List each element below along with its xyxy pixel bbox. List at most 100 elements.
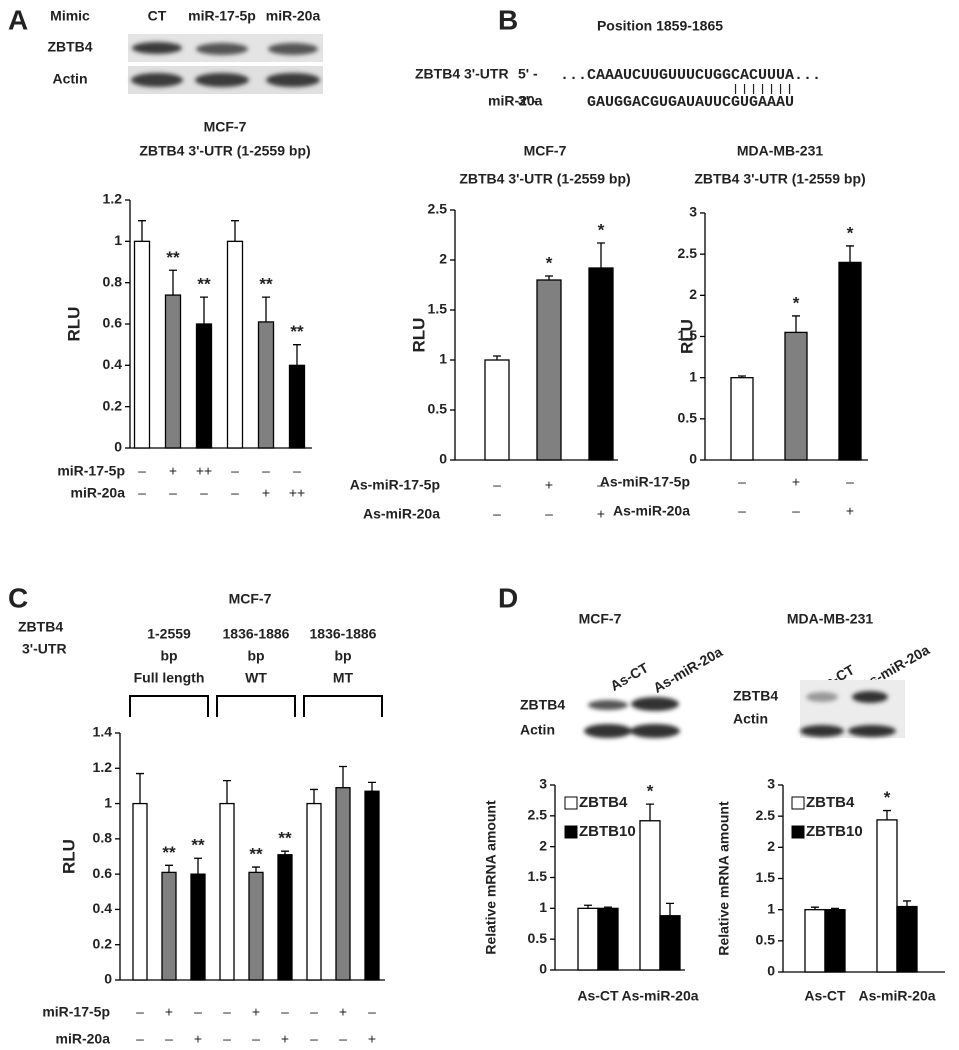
error-bar (493, 355, 501, 360)
bar (784, 331, 808, 461)
condition-mark: – (138, 485, 146, 501)
bar (838, 261, 862, 461)
condition-label: As-miR-17-5p (600, 474, 690, 490)
y-tick-label: 2 (767, 838, 775, 854)
lane-label: As-miR-20a (650, 643, 725, 695)
y-tick-label: 2.5 (756, 807, 776, 823)
bar (588, 267, 614, 461)
condition-label: As-miR-17-5p (350, 477, 440, 493)
condition-mark: – (293, 463, 301, 479)
chart-title: ZBTB4 3'-UTR (1-2559 bp) (459, 171, 630, 187)
y-tick-label: 2.5 (528, 807, 548, 823)
condition-label: miR-17-5p (57, 463, 125, 479)
bar (306, 802, 322, 981)
y-tick-label: 1.5 (756, 869, 776, 885)
significance: * (847, 223, 854, 242)
group-label: Full length (134, 670, 205, 686)
y-tick-label: 0.2 (103, 397, 123, 413)
bar (639, 820, 661, 971)
y-tick-label: 0.6 (93, 865, 113, 881)
x-tick-label: As-CT (804, 988, 846, 1004)
error-bar (310, 788, 318, 804)
error-bar (883, 809, 891, 820)
lane-label: CT (148, 8, 167, 24)
group-label: bp (160, 648, 177, 664)
error-bar (281, 850, 289, 855)
y-tick-label: 0 (767, 963, 775, 979)
bar (133, 240, 151, 449)
y-tick-label: 0.5 (528, 930, 548, 946)
y-tick-label: 3 (689, 204, 697, 220)
condition-mark: – (738, 474, 746, 490)
condition-mark: – (792, 503, 800, 519)
error-bar (792, 315, 800, 333)
y-axis-label: RLU (409, 318, 428, 353)
bar (659, 915, 681, 971)
group-bracket (216, 695, 296, 717)
bar (257, 321, 275, 449)
y-tick-label: 3 (767, 776, 775, 792)
condition-mark: – (310, 1031, 318, 1047)
bar (195, 323, 213, 449)
error-bar (604, 906, 612, 909)
y-tick-label: 0.6 (103, 315, 123, 331)
bar (219, 802, 235, 981)
condition-mark: – (738, 503, 746, 519)
y-axis-label: RLU (64, 307, 83, 342)
condition-mark: – (136, 1031, 144, 1047)
lane-label: miR-17-5p (188, 8, 256, 24)
legend-label: ZBTB4 (806, 794, 855, 811)
y-tick-label: 1.5 (678, 327, 698, 343)
error-bar (169, 269, 177, 296)
significance: ** (166, 248, 180, 267)
bar (335, 787, 351, 981)
row-label: ZBTB4 (520, 697, 565, 713)
condition-label: miR-20a (56, 1031, 111, 1047)
legend-label: ZBTB4 (579, 794, 628, 811)
base-pairs (734, 84, 791, 94)
legend-swatch (564, 796, 578, 810)
error-bar (368, 781, 376, 792)
error-bar (597, 242, 605, 268)
condition-mark: – (262, 463, 270, 479)
panel-label: D (498, 582, 518, 613)
error-bar (252, 866, 260, 873)
blot-image (800, 680, 905, 738)
bar (597, 907, 619, 971)
significance: ** (259, 275, 273, 294)
condition-label: As-miR-20a (363, 506, 440, 522)
y-tick-label: 1.4 (93, 724, 113, 740)
condition-mark: – (339, 1031, 347, 1047)
error-bar (138, 220, 146, 242)
significance: ** (191, 836, 205, 855)
bar (248, 871, 264, 981)
y-tick-label: 1.2 (103, 191, 123, 207)
y-tick-label: 0.2 (93, 935, 113, 951)
significance: * (647, 782, 654, 801)
error-bar (262, 296, 270, 322)
sequence-title: Position 1859-1865 (597, 18, 723, 34)
condition-mark: + (169, 463, 177, 479)
bar (161, 871, 177, 981)
condition-mark: – (310, 1004, 318, 1020)
bar (730, 377, 754, 461)
significance: * (546, 253, 553, 272)
condition-mark: + (846, 503, 854, 519)
row-label: Actin (520, 722, 555, 738)
error-bar (903, 900, 911, 907)
sequence: ...CAAAUCUUGUUUCUGGCACUUUA... (560, 67, 821, 84)
condition-label: miR-20a (71, 485, 126, 501)
y-tick-label: 2.5 (428, 201, 448, 217)
chart-title: MDA-MB-231 (737, 143, 824, 159)
condition-mark: + (165, 1004, 173, 1020)
bar (804, 909, 826, 973)
condition-mark: + (194, 1031, 202, 1047)
sequence-name: ZBTB4 3'-UTR (415, 66, 509, 82)
sequence-end: 3' - (518, 93, 538, 109)
y-axis-label: RLU (59, 839, 78, 874)
side-label: ZBTB4 (18, 619, 63, 635)
error-bar (339, 765, 347, 788)
bar (226, 240, 244, 449)
bar (277, 854, 293, 981)
